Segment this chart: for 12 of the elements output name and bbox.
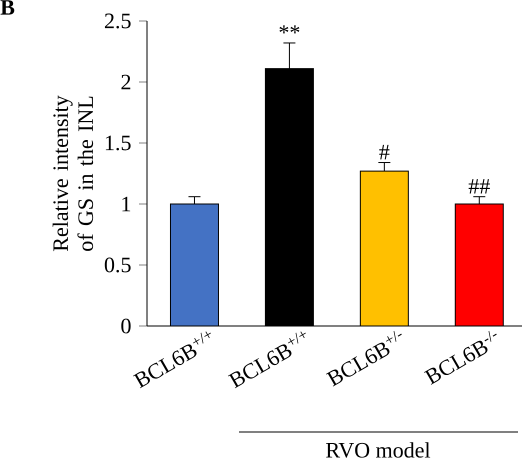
y-tick-label: 2.5: [104, 14, 131, 28]
data-label: **: [279, 25, 300, 34]
y-tick-label: 0.5: [104, 258, 131, 272]
y-tick-label: 1: [122, 196, 130, 212]
y-tick-label: 0: [121, 318, 131, 334]
data-label: ##: [468, 179, 490, 194]
y-tick-label: 2: [121, 74, 130, 90]
text: RVO model: [326, 442, 430, 458]
y-tick-label: 1.5: [106, 136, 131, 150]
y-axis-title: Relative intensity of GS in the INL: [52, 95, 94, 252]
data-label: #: [379, 144, 390, 160]
text: B: [0, 0, 14, 15]
